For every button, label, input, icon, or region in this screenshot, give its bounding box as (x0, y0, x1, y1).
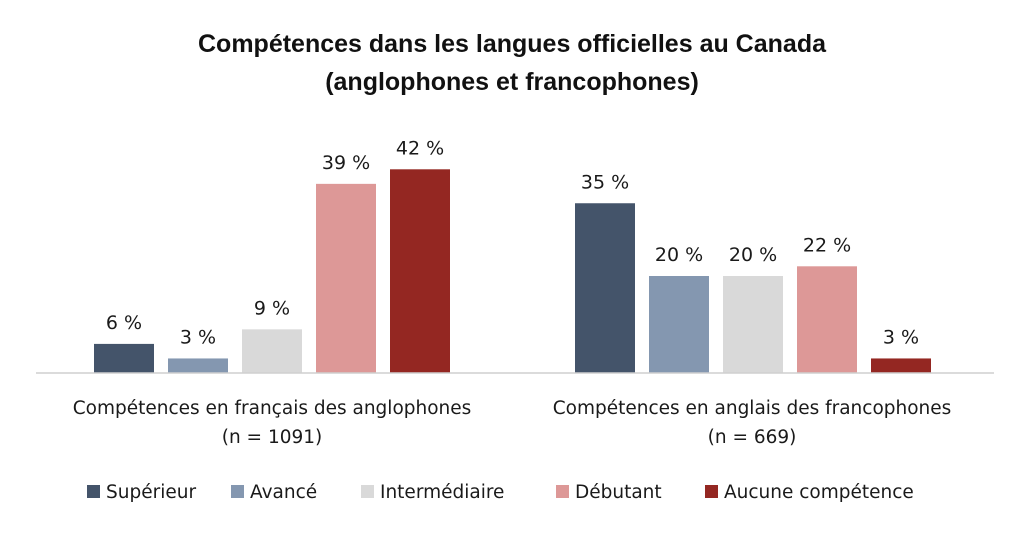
chart-title-line-1: Compétences dans les langues officielles… (198, 30, 827, 58)
bar-group-2-intermediaire (723, 276, 783, 373)
chart-title: Compétences dans les langues officielles… (198, 30, 827, 96)
value-label-group-1-avance: 3 % (180, 326, 216, 348)
value-label-group-2-avance: 20 % (655, 244, 703, 266)
bar-group-2-superieur (575, 203, 635, 373)
bar-group-1-debutant (316, 183, 376, 373)
value-label-group-2-superieur: 35 % (581, 171, 629, 193)
value-label-group-2-debutant: 22 % (803, 234, 851, 256)
legend-item-aucune-competence: Aucune compétence (705, 482, 914, 503)
bar-group-1-aucune-competence (390, 169, 450, 373)
value-label-group-1-debutant: 39 % (322, 152, 370, 174)
legend-swatch-intermediaire (361, 485, 374, 498)
legend-label-superieur: Supérieur (106, 482, 196, 503)
legend-swatch-superieur (87, 485, 100, 498)
category-labels: Compétences en français des anglophones … (73, 398, 952, 448)
category-sublabel-anglophones: (n = 1091) (222, 427, 323, 448)
legend: Supérieur Avancé Intermédiaire Débutant Aucu… (87, 482, 914, 503)
plot-area: 6 % 3 % 9 % 39 % 42 % 35 % 20 % 20 % 22 % 3 % (94, 137, 931, 373)
bar-group-1-avance (168, 358, 228, 373)
legend-item-avance: Avancé (231, 482, 317, 503)
legend-label-aucune-competence: Aucune compétence (724, 482, 914, 503)
legend-item-superieur: Supérieur (87, 482, 196, 503)
value-label-group-2-intermediaire: 20 % (729, 244, 777, 266)
legend-item-intermediaire: Intermédiaire (361, 482, 504, 503)
value-label-group-2-aucune-competence: 3 % (883, 326, 919, 348)
value-label-group-1-superieur: 6 % (106, 312, 142, 334)
category-sublabel-francophones: (n = 669) (708, 427, 797, 448)
legend-label-intermediaire: Intermédiaire (380, 482, 504, 503)
category-label-anglophones: Compétences en français des anglophones (73, 398, 472, 419)
legend-label-debutant: Débutant (575, 482, 662, 503)
chart-title-line-2: (anglophones et francophones) (325, 68, 699, 96)
legend-item-debutant: Débutant (556, 482, 662, 503)
bar-group-2-debutant (797, 266, 857, 373)
legend-label-avance: Avancé (250, 482, 317, 503)
bar-group-2-avance (649, 276, 709, 373)
legend-swatch-debutant (556, 485, 569, 498)
value-label-group-1-intermediaire: 9 % (254, 297, 290, 319)
category-label-francophones: Compétences en anglais des francophones (553, 398, 952, 419)
bar-group-1-intermediaire (242, 329, 302, 373)
bar-group-2-aucune-competence (871, 358, 931, 373)
bar-group-1-superieur (94, 343, 154, 373)
legend-swatch-avance (231, 485, 244, 498)
value-label-group-1-aucune-competence: 42 % (396, 137, 444, 159)
legend-swatch-aucune-competence (705, 485, 718, 498)
